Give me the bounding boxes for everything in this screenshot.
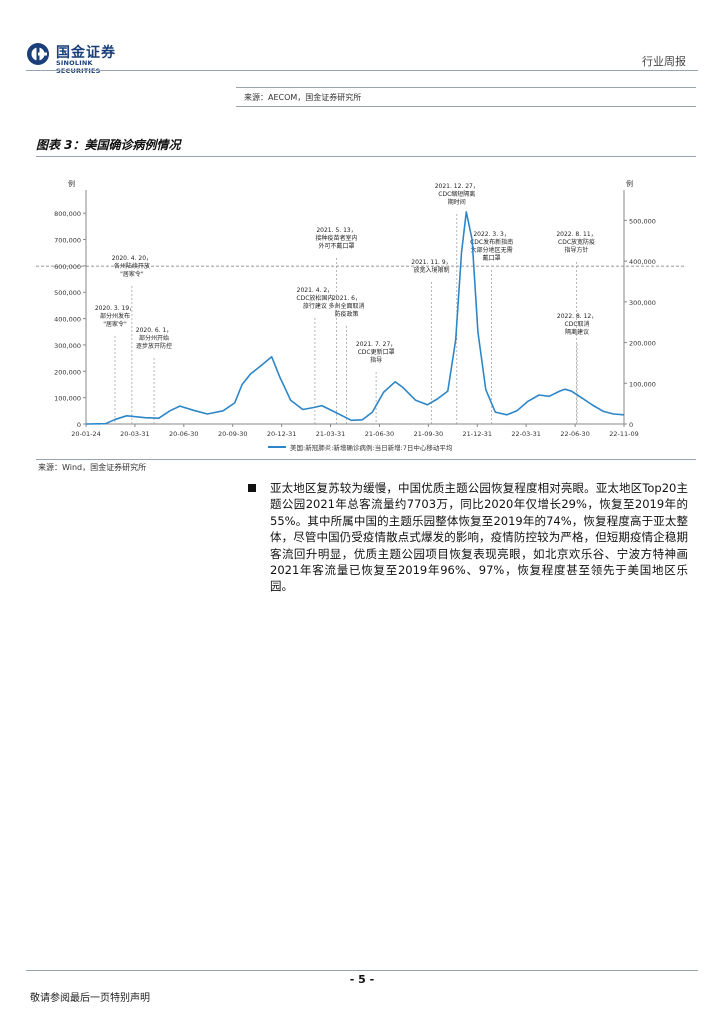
y-tick-label-right: 500,000 xyxy=(629,217,656,225)
figure-source: 来源：Wind，国金证券研究所 xyxy=(38,463,147,472)
y-axis-label-right: 例 xyxy=(626,179,633,188)
y-tick-label-left: 400,000 xyxy=(54,316,81,324)
company-logo: 国金证券 SINOLINK SECURITIES xyxy=(26,42,136,75)
y-tick-label-left: 100,000 xyxy=(54,395,81,403)
y-tick-label-right: 300,000 xyxy=(629,299,656,307)
y-tick-label-left: 300,000 xyxy=(54,342,81,350)
brand-name-en: SINOLINK SECURITIES xyxy=(56,59,101,75)
figure-divider xyxy=(36,156,696,157)
y-tick-label-left: 0 xyxy=(77,421,81,429)
event-annotation: 2021. 6，多州全面取消防疫政策 xyxy=(329,295,365,318)
footer-disclaimer: 敬请参阅最后一页特别声明 xyxy=(30,993,150,1004)
x-tick-label: 21-09-30 xyxy=(414,430,444,438)
y-tick-label-right: 400,000 xyxy=(629,258,656,266)
x-tick-label: 20-06-30 xyxy=(169,430,199,438)
event-annotation: 2021. 11. 9，放宽入境限制 xyxy=(411,259,451,274)
x-tick-label: 20-03-31 xyxy=(120,430,150,438)
x-tick-label: 20-09-30 xyxy=(218,430,248,438)
covid-cases-chart: 0 100,000 200,000 300,000 400,000 500,000 600,… xyxy=(36,160,686,458)
x-tick-label: 21-03-31 xyxy=(316,430,346,438)
report-type: 行业周报 xyxy=(642,55,686,68)
x-tick-label: 22-11-09 xyxy=(609,430,639,438)
legend-label: 美国:新冠肺炎:新增确诊病例:当日新增:7日中心移动平均 xyxy=(290,443,453,452)
event-annotation: 2021. 4. 2， CDC放松国内旅行建议 xyxy=(296,287,333,310)
event-annotation: 2021. 12. 27， CDC缩短隔离期时间 xyxy=(435,183,479,206)
y-tick-label-right: 200,000 xyxy=(629,340,656,348)
event-annotation: 2020. 4. 20，各州陆续开放"居家令" xyxy=(112,255,152,278)
y-tick-label-left: 200,000 xyxy=(54,368,81,376)
footer-divider xyxy=(26,970,698,971)
y-tick-label-left: 700,000 xyxy=(54,237,81,245)
event-annotation: 2022. 3. 3， CDC发布新指南大部分地区无需戴口罩 xyxy=(470,231,513,262)
event-annotation: 2021. 7. 27， CDC更新口罩指导 xyxy=(356,341,396,364)
y-tick-label-right: 0 xyxy=(629,421,633,429)
page-number: - 5 - xyxy=(349,973,375,986)
y-tick-label-left: 500,000 xyxy=(54,289,81,297)
brand-name-cn: 国金证券 xyxy=(56,45,116,61)
x-tick-label: 22-06-30 xyxy=(560,430,590,438)
event-annotation: 2020. 6. 1，部分州开始逐步放开防控 xyxy=(136,327,173,350)
event-annotation: 2022. 8. 11， CDC放宽防疫指导方针 xyxy=(556,231,596,254)
y-axis-label-left: 例 xyxy=(68,179,75,188)
event-annotation: 2020. 3. 19，部分州发布"居家令" xyxy=(95,305,135,328)
header-divider xyxy=(26,70,698,71)
divider xyxy=(236,87,696,88)
sinolink-logo-icon xyxy=(27,43,49,65)
y-tick-label-right: 100,000 xyxy=(629,380,656,388)
x-tick-label: 22-03-31 xyxy=(511,430,541,438)
event-annotation: 2022. 8. 12， CDC取消隔离建议 xyxy=(557,313,597,336)
x-tick-label: 20-12-31 xyxy=(267,430,297,438)
event-annotation: 2021. 5. 13，接种疫苗者室内外可不戴口罩 xyxy=(316,227,358,250)
bullet-icon xyxy=(248,484,256,492)
x-tick-label: 21-12-31 xyxy=(463,430,493,438)
body-paragraph: 亚太地区复苏较为缓慢，中国优质主题公园恢复程度相对亮眼。亚太地区Top20主题公… xyxy=(270,481,688,594)
previous-figure-source: 来源：AECOM，国金证券研究所 xyxy=(244,93,362,102)
y-tick-label-left: 600,000 xyxy=(54,263,81,271)
x-tick-label: 21-06-30 xyxy=(365,430,395,438)
y-tick-label-left: 800,000 xyxy=(54,210,81,218)
chart-canvas: 0 100,000 200,000 300,000 400,000 500,000 600,… xyxy=(36,179,686,452)
figure-title: 图表 3：美国确诊病例情况 xyxy=(36,138,181,152)
figure-divider xyxy=(36,459,696,460)
x-tick-label: 20-01-24 xyxy=(71,430,101,438)
divider xyxy=(236,106,696,107)
series-line-new-cases xyxy=(85,211,625,425)
